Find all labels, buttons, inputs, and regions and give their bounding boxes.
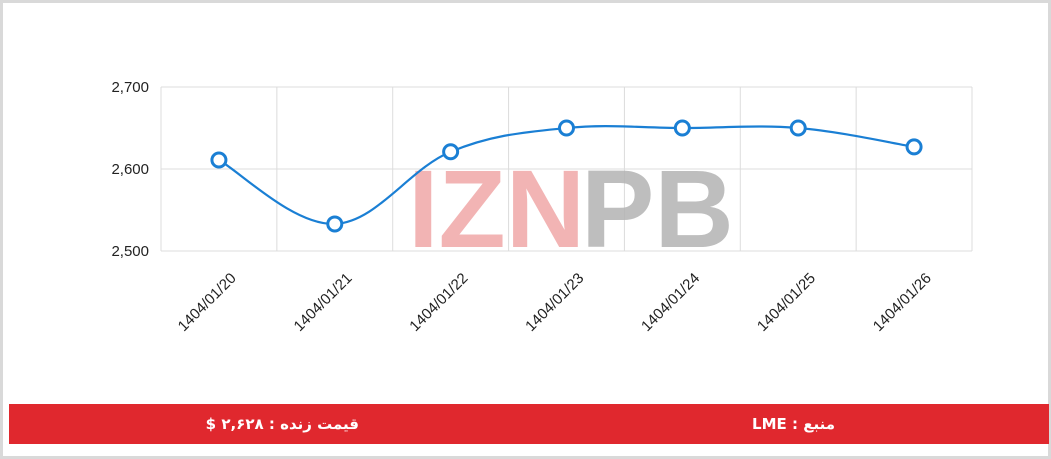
x-tick-label: 1404/01/25 — [754, 270, 819, 335]
data-point — [673, 119, 691, 137]
footer-bar: منبع : LME قیمت زنده : ۲,۶۲۸ $ — [9, 404, 1049, 444]
x-tick-label: 1404/01/26 — [870, 270, 935, 335]
data-point — [905, 138, 923, 156]
data-point — [558, 119, 575, 137]
x-axis-ticks: 1404/01/20 1404/01/21 1404/01/22 1404/01/23… — [175, 270, 935, 335]
x-tick-label: 1404/01/24 — [638, 270, 703, 335]
y-tick-label: 2,600 — [111, 161, 149, 178]
series-points — [210, 119, 923, 233]
data-point — [210, 151, 228, 169]
data-point — [442, 143, 460, 161]
live-price-label: قیمت زنده : ۲,۶۲۸ $ — [205, 415, 359, 433]
x-tick-label: 1404/01/23 — [522, 270, 587, 335]
data-point — [326, 215, 344, 233]
y-axis-ticks: 2,500 2,600 2,700 — [111, 79, 149, 260]
y-tick-label: 2,700 — [111, 79, 149, 96]
watermark-text-left: IZN — [408, 148, 585, 271]
watermark-logo: IZN PB — [408, 148, 734, 271]
x-tick-label: 1404/01/20 — [175, 270, 240, 335]
x-tick-label: 1404/01/21 — [291, 270, 356, 335]
y-tick-label: 2,500 — [111, 243, 149, 260]
watermark-text-right: PB — [581, 148, 734, 271]
x-tick-label: 1404/01/22 — [406, 270, 471, 335]
source-label: منبع : LME — [752, 415, 835, 433]
chart-grid — [160, 86, 973, 252]
data-point — [789, 119, 807, 137]
